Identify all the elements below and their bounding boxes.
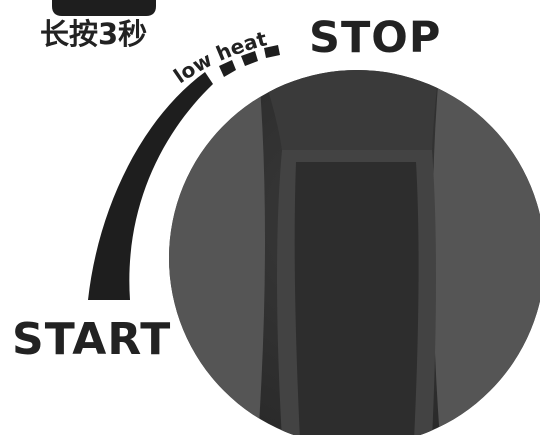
heat-arc-dash-2: [241, 51, 258, 66]
hold-button-edge[interactable]: [52, 0, 156, 16]
stop-label: STOP: [309, 13, 442, 63]
heat-arc-dash-3: [264, 45, 280, 58]
start-label: START: [12, 314, 172, 365]
heat-arc-dash-1: [219, 60, 236, 77]
knob-grip[interactable]: [294, 162, 419, 435]
rotary-knob[interactable]: [150, 60, 540, 435]
heat-arc: [88, 72, 213, 300]
hold-instruction-label: 长按3秒: [40, 17, 148, 51]
